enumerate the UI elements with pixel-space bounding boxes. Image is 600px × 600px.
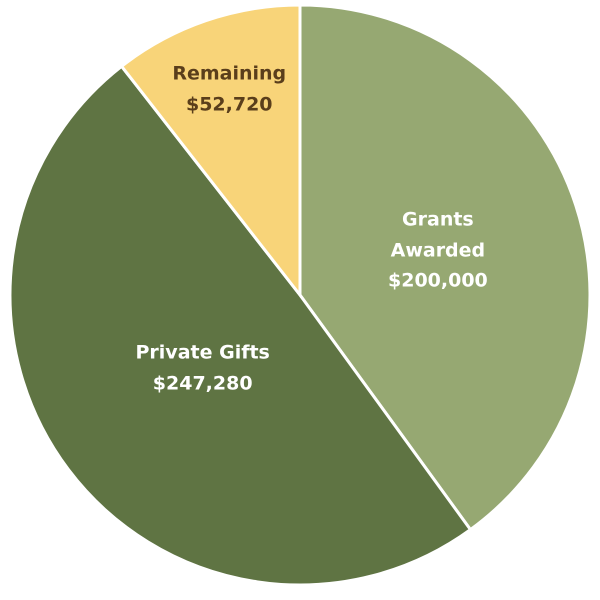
slice-label: Grants Awarded $200,000	[373, 205, 503, 296]
category-label: Grants Awarded	[390, 208, 486, 261]
value-label: $200,000	[388, 269, 488, 292]
pie-slice	[119, 3, 302, 300]
pie-slice	[298, 3, 592, 532]
category-label: Remaining	[172, 62, 287, 85]
value-label: $52,720	[185, 93, 273, 116]
slice-label: Remaining $52,720	[129, 59, 329, 120]
value-label: $247,280	[152, 372, 253, 395]
pie-slice	[8, 64, 473, 587]
slice-label: Private Gifts $247,280	[103, 338, 303, 399]
category-label: Private Gifts	[135, 341, 270, 364]
